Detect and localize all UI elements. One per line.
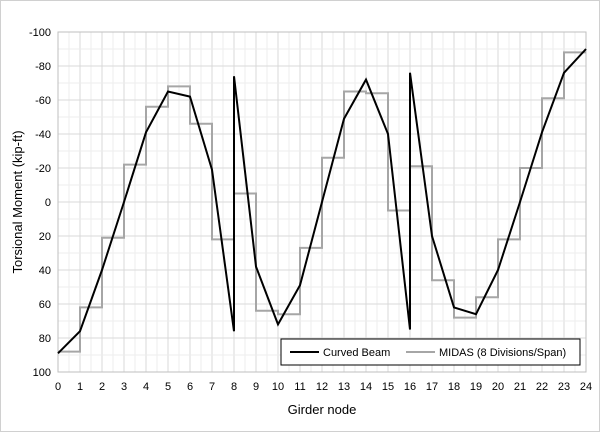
x-tick-label: 13: [338, 381, 350, 393]
legend-label-curved-beam: Curved Beam: [323, 347, 390, 359]
y-tick-label: 20: [39, 231, 51, 243]
x-tick-label: 8: [231, 381, 237, 393]
series-line-curved-beam: [57, 48, 587, 355]
x-tick-label: 24: [580, 381, 592, 393]
x-tick-label: 0: [55, 381, 61, 393]
x-tick-label: 9: [253, 381, 259, 393]
y-tick-label: -100: [29, 27, 51, 39]
y-axis-title: Torsional Moment (kip-ft): [10, 130, 25, 273]
series-layer: [57, 48, 587, 355]
legend: Curved Beam MIDAS (8 Divisions/Span): [280, 338, 581, 366]
y-tick-labels: -100 -80 -60 -40 -20 0 20 40 60 80 100: [29, 27, 51, 379]
x-tick-label: 16: [404, 381, 416, 393]
y-tick-label: 100: [33, 367, 51, 379]
y-tick-label: -40: [35, 129, 51, 141]
x-tick-label: 2: [99, 381, 105, 393]
plot-area: [57, 31, 587, 373]
x-tick-label: 7: [209, 381, 215, 393]
x-tick-label: 18: [448, 381, 460, 393]
y-tick-label: -80: [35, 61, 51, 73]
x-axis-title: Girder node: [288, 402, 357, 417]
y-tick-label: -60: [35, 95, 51, 107]
y-tick-label: -20: [35, 163, 51, 175]
x-tick-label: 19: [470, 381, 482, 393]
x-tick-label: 21: [514, 381, 526, 393]
x-tick-label: 11: [294, 381, 305, 393]
x-tick-label: 3: [121, 381, 127, 393]
x-tick-label: 22: [536, 381, 548, 393]
y-tick-label: 60: [39, 299, 51, 311]
x-tick-label: 14: [360, 381, 372, 393]
y-tick-label: 40: [39, 265, 51, 277]
x-tick-label: 23: [558, 381, 570, 393]
x-tick-labels: 0 1 2 3 4 5 6 7 8 9 10 11 12 13 14 15 16 17 18 19 20 21 22 23 24: [55, 381, 592, 393]
x-tick-label: 4: [143, 381, 149, 393]
legend-label-midas: MIDAS (8 Divisions/Span): [439, 347, 566, 359]
x-tick-label: 6: [187, 381, 193, 393]
x-tick-label: 17: [426, 381, 438, 393]
x-tick-label: 5: [165, 381, 171, 393]
y-tick-label: 0: [45, 197, 51, 209]
x-tick-label: 20: [492, 381, 504, 393]
x-tick-label: 10: [272, 381, 284, 393]
x-tick-label: 1: [77, 381, 83, 393]
x-tick-label: 12: [316, 381, 328, 393]
x-tick-label: 15: [382, 381, 394, 393]
y-tick-label: 80: [39, 333, 51, 345]
